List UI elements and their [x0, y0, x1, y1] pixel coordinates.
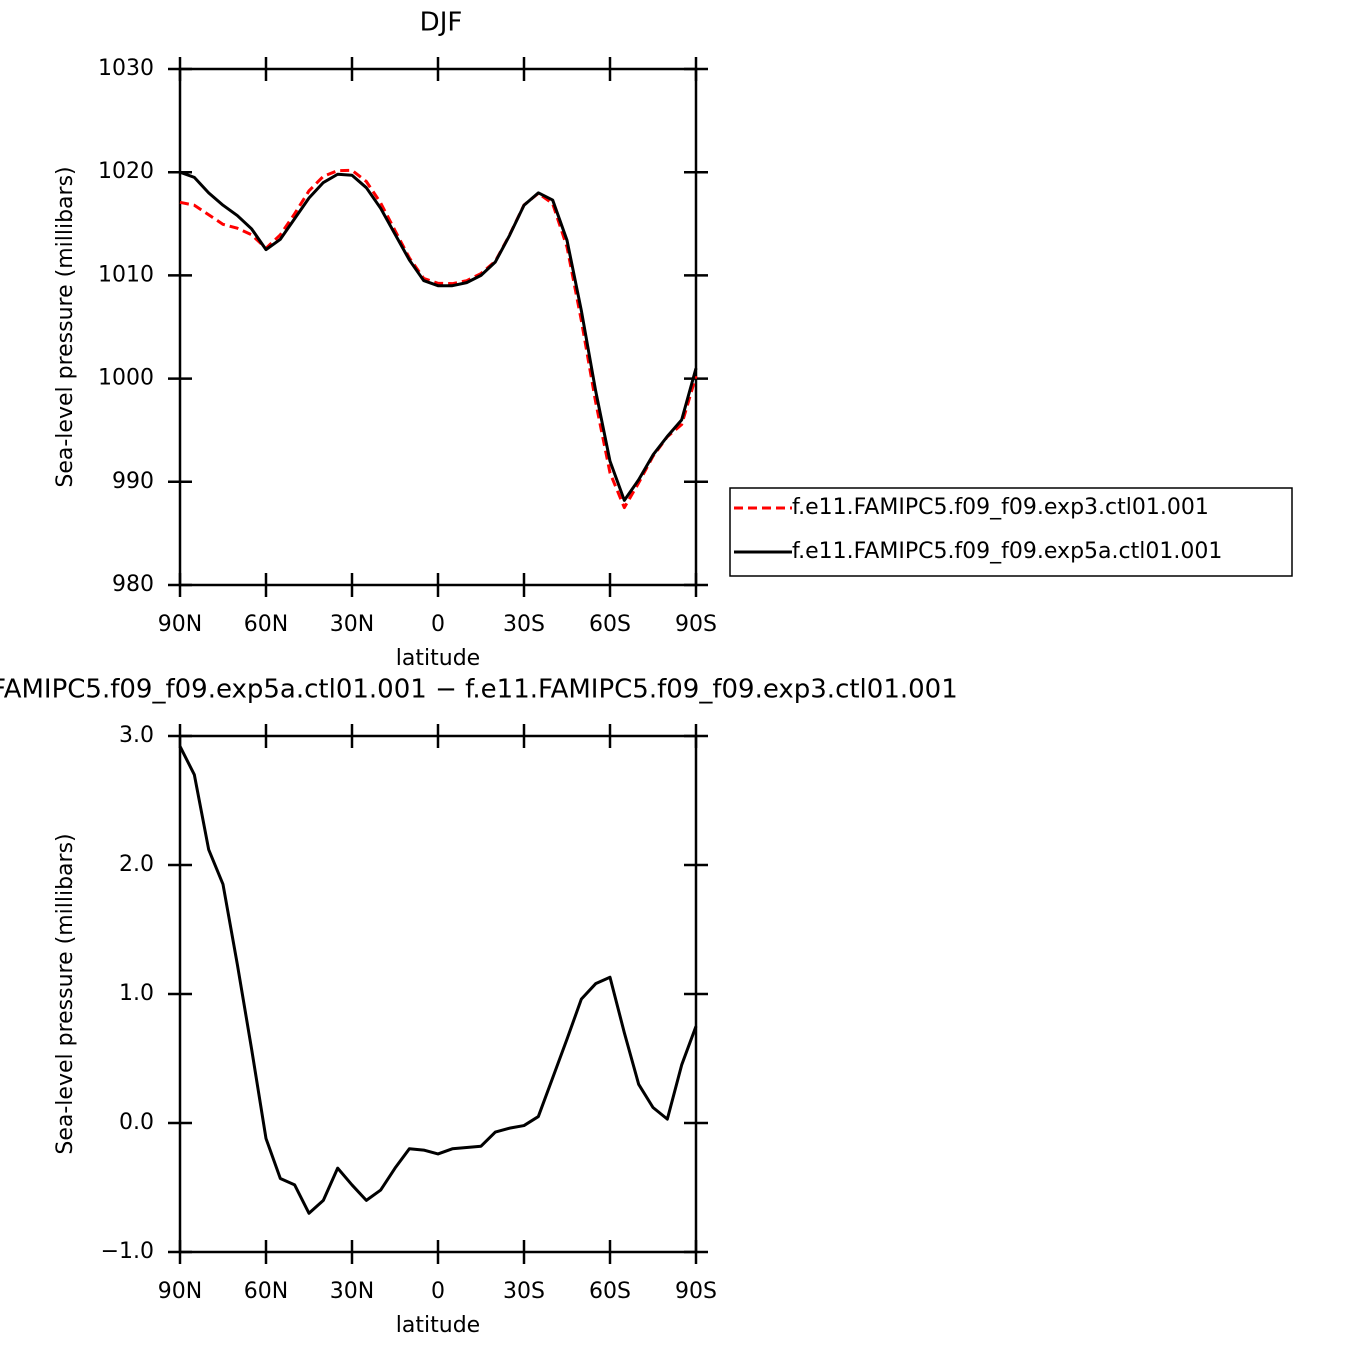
y-axis-label: Sea-level pressure (millibars) [53, 166, 78, 487]
x-tick-label: 30S [503, 1279, 545, 1304]
x-tick-label: 60N [244, 1279, 288, 1304]
y-tick-label: 3.0 [119, 723, 154, 748]
x-tick-label: 90S [675, 612, 717, 637]
x-tick-label: 90N [158, 612, 202, 637]
legend-frame [729, 487, 1293, 577]
y-tick-label: −1.0 [101, 1239, 154, 1264]
legend-label: f.e11.FAMIPC5.f09_f09.exp3.ctl01.001 [792, 495, 1209, 520]
x-tick-label: 0 [431, 612, 445, 637]
y-tick-label: 1.0 [119, 981, 154, 1006]
y-tick-label: 1010 [98, 262, 154, 287]
x-tick-label: 60S [589, 1279, 631, 1304]
y-axis-label: Sea-level pressure (millibars) [53, 833, 78, 1154]
y-tick-label: 1030 [98, 56, 154, 81]
y-tick-label: 0.0 [119, 1110, 154, 1135]
y-tick-label: 990 [112, 469, 154, 494]
y-tick-label: 1020 [98, 159, 154, 184]
x-tick-label: 30S [503, 612, 545, 637]
x-axis-label: latitude [396, 646, 480, 671]
x-tick-label: 60N [244, 612, 288, 637]
series-line [179, 168, 698, 510]
y-tick-label: 1000 [98, 366, 154, 391]
x-tick-label: 90N [158, 1279, 202, 1304]
x-axis-label: latitude [396, 1313, 480, 1338]
x-tick-label: 0 [431, 1279, 445, 1304]
x-tick-label: 30N [330, 1279, 374, 1304]
plot-frame [178, 67, 698, 587]
chart-title: DJF [420, 8, 463, 38]
chart-title: f.e11.FAMIPC5.f09_f09.exp5a.ctl01.001 − … [0, 675, 958, 705]
x-tick-label: 90S [675, 1279, 717, 1304]
plot-frame [178, 734, 698, 1254]
series-line [179, 170, 698, 502]
legend-label: f.e11.FAMIPC5.f09_f09.exp5a.ctl01.001 [792, 539, 1222, 564]
y-tick-label: 2.0 [119, 852, 154, 877]
x-tick-label: 30N [330, 612, 374, 637]
y-tick-label: 980 [112, 572, 154, 597]
x-tick-label: 60S [589, 612, 631, 637]
series-line [178, 745, 698, 1215]
